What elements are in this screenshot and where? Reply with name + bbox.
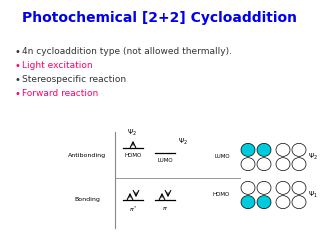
Ellipse shape	[241, 158, 255, 171]
Text: •: •	[14, 89, 20, 99]
Text: $\Psi_2$: $\Psi_2$	[178, 137, 188, 147]
Ellipse shape	[276, 181, 290, 194]
Text: Bonding: Bonding	[74, 198, 100, 203]
Text: LUMO: LUMO	[214, 155, 230, 160]
Text: Stereospecific reaction: Stereospecific reaction	[22, 76, 126, 84]
Text: Antibonding: Antibonding	[68, 152, 106, 157]
Text: •: •	[14, 47, 20, 57]
Text: HOMO: HOMO	[124, 153, 142, 158]
Text: Light excitation: Light excitation	[22, 61, 92, 71]
Text: $\pi^*$: $\pi^*$	[129, 205, 138, 214]
Text: $\pi$: $\pi$	[162, 205, 168, 212]
Text: $\Psi_1$: $\Psi_1$	[308, 190, 318, 200]
Ellipse shape	[241, 143, 255, 156]
Ellipse shape	[276, 143, 290, 156]
Text: $\Psi_2$: $\Psi_2$	[308, 152, 318, 162]
Ellipse shape	[292, 143, 306, 156]
Ellipse shape	[241, 196, 255, 209]
Text: Photochemical [2+2] Cycloaddition: Photochemical [2+2] Cycloaddition	[22, 11, 298, 25]
Ellipse shape	[292, 181, 306, 194]
Ellipse shape	[257, 181, 271, 194]
Text: •: •	[14, 75, 20, 85]
Text: $\Psi_2$: $\Psi_2$	[127, 128, 137, 138]
Ellipse shape	[292, 158, 306, 171]
Text: Forward reaction: Forward reaction	[22, 90, 98, 98]
Ellipse shape	[257, 143, 271, 156]
Text: •: •	[14, 61, 20, 71]
Text: LUMO: LUMO	[157, 158, 173, 163]
Ellipse shape	[257, 158, 271, 171]
Ellipse shape	[276, 196, 290, 209]
Ellipse shape	[276, 158, 290, 171]
Ellipse shape	[292, 196, 306, 209]
Text: 4n cycloaddition type (not allowed thermally).: 4n cycloaddition type (not allowed therm…	[22, 48, 232, 56]
Text: HOMO: HOMO	[213, 192, 230, 198]
Ellipse shape	[241, 181, 255, 194]
Ellipse shape	[257, 196, 271, 209]
